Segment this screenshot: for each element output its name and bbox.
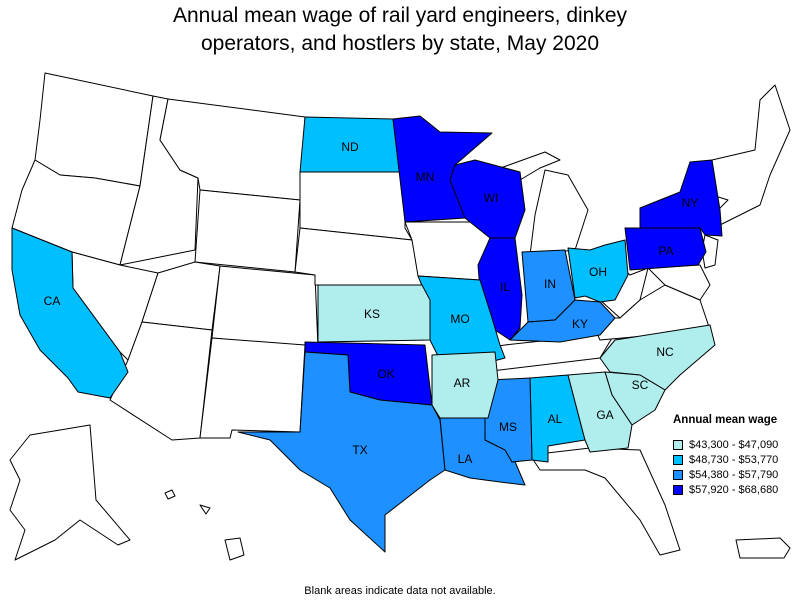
legend-item: $57,920 - $68,680 xyxy=(673,483,778,497)
label-ky: KY xyxy=(572,317,588,331)
label-ks: KS xyxy=(364,307,380,321)
state-labels: ND MN WI NY PA IL OK CA MO OH AL IN KY T… xyxy=(44,140,699,466)
label-al: AL xyxy=(548,412,563,426)
label-la: LA xyxy=(458,452,473,466)
state-ca xyxy=(11,227,129,399)
label-il: IL xyxy=(500,280,510,294)
label-sc: SC xyxy=(632,378,649,392)
state-co xyxy=(211,265,319,349)
label-pa: PA xyxy=(658,244,673,258)
legend-swatch xyxy=(673,470,683,480)
state-new-england xyxy=(711,84,791,226)
legend-label: $43,300 - $47,090 xyxy=(689,439,779,451)
state-hi xyxy=(164,489,245,561)
state-ak xyxy=(9,424,131,561)
territory-pr xyxy=(735,537,791,559)
state-oh xyxy=(567,239,629,303)
legend-item: $43,300 - $47,090 xyxy=(673,438,778,452)
legend-label: $57,920 - $68,680 xyxy=(689,484,779,496)
legend-swatch xyxy=(673,455,683,465)
label-wi: WI xyxy=(484,191,499,205)
label-tx: TX xyxy=(352,443,367,457)
state-wa xyxy=(34,72,154,187)
map-title-line2: operators, and hostlers by state, May 20… xyxy=(200,32,600,55)
legend-label: $48,730 - $53,770 xyxy=(689,454,779,466)
legend-swatch xyxy=(673,440,683,450)
label-ny: NY xyxy=(682,196,699,210)
label-oh: OH xyxy=(589,265,607,279)
label-ar: AR xyxy=(454,376,471,390)
label-in: IN xyxy=(544,277,556,291)
state-az xyxy=(109,321,213,441)
map-title-line1: Annual mean wage of rail yard engineers,… xyxy=(172,4,628,27)
state-nm xyxy=(199,337,306,439)
footnote: Blank areas indicate data not available. xyxy=(304,585,496,597)
label-ms: MS xyxy=(499,420,517,434)
legend-swatch xyxy=(673,485,683,495)
label-nd: ND xyxy=(341,140,359,154)
map-title: Annual mean wage of rail yard engineers,… xyxy=(0,2,800,58)
legend-item: $54,380 - $57,790 xyxy=(673,468,778,482)
label-nc: NC xyxy=(656,345,674,359)
state-fl xyxy=(529,447,681,556)
legend-title: Annual mean wage xyxy=(673,414,778,426)
state-ga xyxy=(567,371,633,453)
state-ky xyxy=(509,299,616,343)
legend: Annual mean wage $43,300 - $47,090 $48,7… xyxy=(673,414,778,498)
legend-item: $48,730 - $53,770 xyxy=(673,453,778,467)
state-pa xyxy=(624,227,707,271)
label-ok: OK xyxy=(377,367,394,381)
state-ar xyxy=(431,351,499,419)
label-mn: MN xyxy=(416,170,435,184)
legend-label: $54,380 - $57,790 xyxy=(689,469,779,481)
state-wy xyxy=(194,189,301,273)
label-ca: CA xyxy=(44,294,61,308)
state-tx xyxy=(237,351,446,553)
state-ks xyxy=(317,284,431,343)
label-ga: GA xyxy=(596,408,613,422)
label-mo: MO xyxy=(450,312,469,326)
